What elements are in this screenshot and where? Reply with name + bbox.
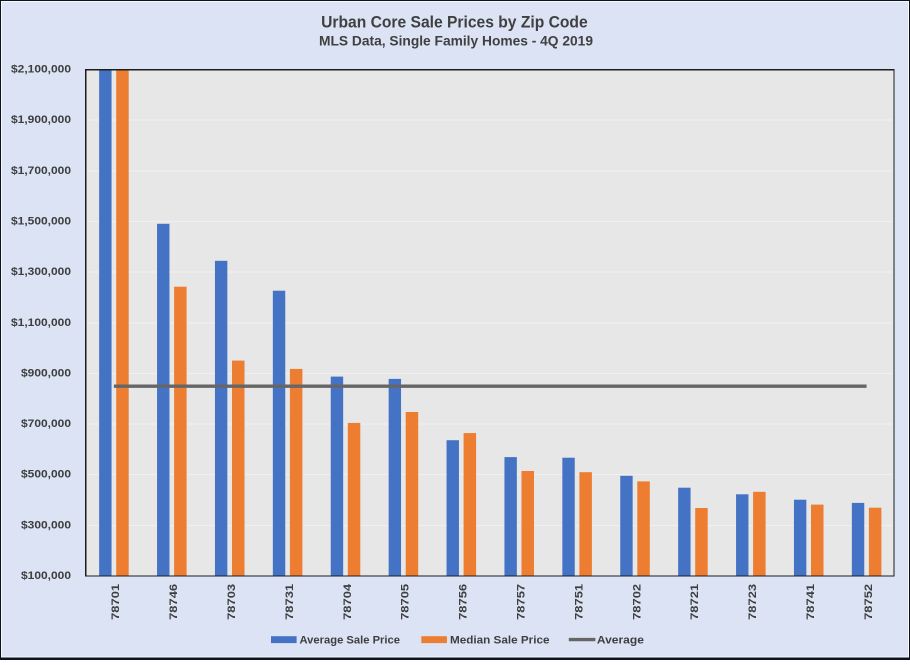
svg-text:Median Sale Price: Median Sale Price (450, 634, 550, 646)
svg-text:$1,900,000: $1,900,000 (11, 114, 71, 126)
svg-text:$900,000: $900,000 (21, 367, 71, 379)
svg-text:$1,300,000: $1,300,000 (11, 266, 71, 278)
svg-text:$2,100,000: $2,100,000 (11, 64, 71, 76)
svg-text:78746: 78746 (168, 584, 180, 620)
svg-text:$500,000: $500,000 (21, 469, 71, 481)
svg-text:78701: 78701 (110, 584, 122, 620)
svg-text:78751: 78751 (573, 584, 585, 620)
svg-text:78752: 78752 (863, 584, 875, 620)
svg-text:78702: 78702 (631, 584, 643, 620)
svg-text:$100,000: $100,000 (21, 570, 71, 582)
svg-text:$700,000: $700,000 (21, 418, 71, 430)
svg-text:$300,000: $300,000 (21, 519, 71, 531)
svg-text:$1,700,000: $1,700,000 (11, 165, 71, 177)
svg-text:$1,500,000: $1,500,000 (11, 216, 71, 228)
svg-text:Average: Average (597, 634, 644, 646)
svg-text:78721: 78721 (689, 584, 701, 620)
svg-text:78703: 78703 (226, 584, 238, 620)
svg-text:Urban Core Sale Prices by Zip: Urban Core Sale Prices by Zip Code (321, 13, 588, 32)
svg-text:$1,100,000: $1,100,000 (11, 317, 71, 329)
svg-text:78731: 78731 (284, 584, 296, 620)
svg-text:78723: 78723 (747, 584, 759, 620)
svg-text:MLS Data, Single Family Homes: MLS Data, Single Family Homes - 4Q 2019 (319, 33, 593, 48)
svg-text:78741: 78741 (805, 584, 817, 620)
svg-text:Average Sale Price: Average Sale Price (300, 634, 401, 646)
svg-text:78705: 78705 (400, 584, 412, 620)
svg-text:78757: 78757 (516, 584, 528, 620)
svg-text:78704: 78704 (342, 583, 354, 620)
svg-text:78756: 78756 (458, 584, 470, 620)
